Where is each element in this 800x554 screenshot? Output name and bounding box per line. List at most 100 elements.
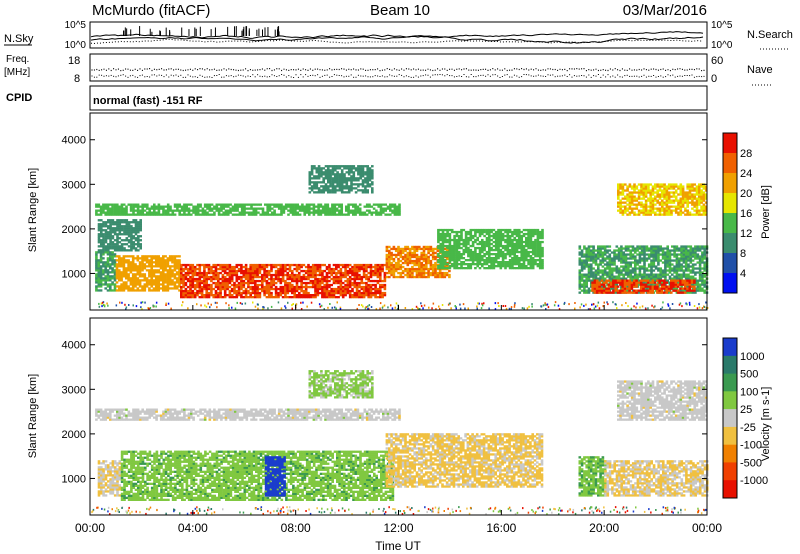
heatmap-cell bbox=[131, 279, 135, 282]
heatmap-cell bbox=[351, 265, 354, 269]
heatmap-cell bbox=[206, 211, 209, 214]
heatmap-cell bbox=[652, 259, 656, 262]
heatmap-cell bbox=[518, 230, 521, 234]
heatmap-cell bbox=[155, 275, 158, 278]
heatmap-cell bbox=[624, 265, 628, 268]
heatmap-cell bbox=[138, 273, 142, 276]
heatmap-cell bbox=[388, 267, 391, 271]
heatmap-cell bbox=[95, 277, 98, 280]
heatmap-cell bbox=[531, 228, 535, 232]
heatmap-cell bbox=[399, 249, 403, 253]
heatmap-cell bbox=[134, 281, 137, 284]
heatmap-cell bbox=[583, 265, 586, 268]
heatmap-cell bbox=[164, 265, 167, 268]
heatmap-cell bbox=[308, 205, 311, 208]
heatmap-cell bbox=[490, 238, 493, 242]
heatmap-cell bbox=[478, 232, 482, 236]
heatmap-cell bbox=[401, 271, 405, 275]
heatmap-cell bbox=[120, 285, 123, 288]
heatmap-cell bbox=[182, 281, 185, 285]
heatmap-cell bbox=[601, 271, 605, 274]
heatmap-cell bbox=[122, 281, 126, 284]
heatmap-cell bbox=[310, 189, 314, 192]
heatmap-cell bbox=[481, 259, 484, 262]
heatmap-cell bbox=[169, 209, 172, 212]
heatmap-cell bbox=[261, 265, 264, 269]
heatmap-cell bbox=[284, 203, 288, 206]
heatmap-cell bbox=[647, 273, 651, 276]
heatmap-cell bbox=[95, 263, 98, 266]
heatmap-cell bbox=[476, 265, 479, 268]
heatmap-cell bbox=[490, 257, 493, 260]
heatmap-cell bbox=[525, 236, 528, 240]
heatmap-cell bbox=[173, 267, 177, 270]
heatmap-cell bbox=[585, 257, 588, 260]
heatmap-cell bbox=[361, 173, 365, 176]
heatmap-cell bbox=[266, 205, 269, 208]
heatmap-cell bbox=[330, 277, 333, 281]
heatmap-cell bbox=[307, 273, 310, 277]
heatmap-cell bbox=[439, 267, 442, 270]
heatmap-cell bbox=[360, 285, 364, 289]
heatmap-cell bbox=[383, 277, 387, 281]
heatmap-cell bbox=[427, 245, 430, 249]
heatmap-cell bbox=[203, 287, 206, 291]
heatmap-cell bbox=[310, 177, 314, 180]
heatmap-cell bbox=[118, 213, 121, 216]
heatmap-cell bbox=[240, 277, 243, 281]
heatmap-cell bbox=[636, 261, 639, 264]
heatmap-cell bbox=[388, 263, 391, 267]
heatmap-cell bbox=[257, 203, 260, 206]
heatmap-cell bbox=[455, 238, 459, 242]
heatmap-cell bbox=[182, 275, 185, 279]
heatmap-cell bbox=[490, 267, 493, 270]
heatmap-cell bbox=[251, 291, 255, 295]
heatmap-cell bbox=[251, 273, 255, 277]
heatmap-cell bbox=[180, 273, 183, 277]
heatmap-cell bbox=[109, 285, 112, 288]
heatmap-cell bbox=[242, 265, 246, 269]
heatmap-cell bbox=[585, 285, 588, 288]
heatmap-cell bbox=[597, 257, 600, 260]
heatmap-cell bbox=[372, 294, 375, 297]
heatmap-cell bbox=[355, 289, 359, 293]
heatmap-cell bbox=[474, 234, 477, 238]
heatmap-cell bbox=[538, 267, 542, 270]
heatmap-cell bbox=[650, 263, 653, 266]
heatmap-cell bbox=[347, 189, 351, 192]
heatmap-cell bbox=[274, 281, 278, 285]
heatmap-cell bbox=[237, 283, 241, 287]
heatmap-cell bbox=[492, 265, 496, 268]
heatmap-cell bbox=[148, 289, 151, 292]
heatmap-cell bbox=[341, 271, 345, 275]
heatmap-cell bbox=[223, 277, 227, 281]
heatmap-cell bbox=[164, 285, 167, 288]
heatmap-cell bbox=[599, 255, 602, 258]
heatmap-cell bbox=[109, 267, 112, 270]
heatmap-cell bbox=[462, 238, 466, 242]
heatmap-cell bbox=[374, 289, 377, 293]
heatmap-cell bbox=[342, 213, 346, 216]
heatmap-cell bbox=[365, 209, 369, 212]
heatmap-cell bbox=[187, 209, 191, 212]
heatmap-cell bbox=[249, 263, 252, 267]
heatmap-cell bbox=[95, 203, 98, 206]
heatmap-cell bbox=[457, 250, 461, 254]
heatmap-cell bbox=[620, 285, 623, 288]
heatmap-cell bbox=[483, 230, 486, 234]
heatmap-cell bbox=[629, 261, 632, 264]
heatmap-cell bbox=[336, 165, 339, 168]
heatmap-cell bbox=[397, 267, 400, 271]
heatmap-cell bbox=[164, 209, 168, 212]
heatmap-cell bbox=[184, 277, 188, 281]
heatmap-cell bbox=[488, 230, 491, 234]
heatmap-cell bbox=[222, 213, 225, 216]
heatmap-cell bbox=[127, 267, 130, 270]
heatmap-cell bbox=[327, 173, 330, 176]
heatmap-cell bbox=[356, 211, 360, 214]
heatmap-cell bbox=[328, 207, 332, 210]
heatmap-cell bbox=[164, 287, 167, 290]
heatmap-cell bbox=[485, 257, 489, 260]
heatmap-cell bbox=[324, 189, 328, 192]
heatmap-cell bbox=[501, 238, 505, 242]
